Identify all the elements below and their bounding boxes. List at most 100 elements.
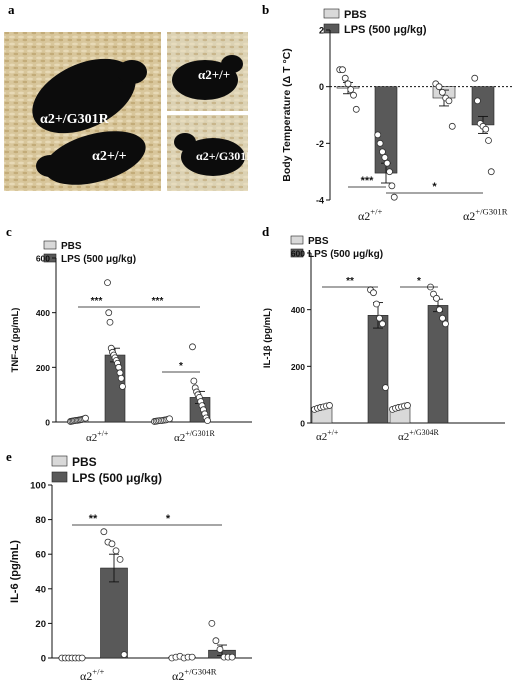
y-tick-label: 20	[35, 619, 46, 630]
legend-label-pbs: PBS	[72, 455, 97, 469]
legend-label-lps: LPS (500 μg/kg)	[72, 471, 162, 485]
data-point	[379, 320, 386, 328]
data-point	[344, 80, 352, 88]
data-point	[116, 369, 124, 377]
panel-a: a α2+/G301R α2+/+ α2+/+ α2+/G301R	[4, 2, 255, 191]
legend-swatch-lps	[290, 248, 304, 258]
chart-tnf-alpha: PBS LPS (500 μg/kg) 0 200 400 600 TNF-α (pg/mL…	[10, 240, 252, 444]
data-point	[485, 137, 492, 144]
data-point	[439, 314, 446, 322]
data-point	[105, 309, 113, 317]
photo-left: α2+/G301R α2+/+	[4, 32, 161, 191]
y-tick-label: -4	[316, 196, 324, 206]
data-point	[436, 306, 443, 314]
y-tick-label: 2	[319, 26, 324, 36]
significance-label: *	[166, 513, 171, 525]
y-tick-label: 600	[36, 254, 50, 264]
panel-label-a: a	[8, 2, 15, 17]
panel-label-e: e	[6, 449, 12, 464]
data-point	[373, 300, 380, 308]
panel-label-b: b	[262, 2, 269, 17]
significance-label: ***	[91, 296, 103, 307]
data-point	[404, 402, 411, 409]
data-point	[487, 168, 495, 176]
genotype-label: α2+/+	[198, 67, 230, 82]
legend-label-pbs: PBS	[308, 236, 329, 247]
bar-lps	[367, 315, 389, 424]
y-tick-label: 100	[30, 481, 46, 492]
data-point	[189, 343, 196, 351]
data-point	[442, 320, 449, 328]
y-tick-label: 400	[36, 308, 50, 318]
data-point	[435, 83, 443, 91]
y-tick-label: 0	[41, 654, 46, 665]
data-point	[82, 414, 89, 422]
group-label: α2+/G301R	[463, 207, 508, 223]
y-tick-label: 200	[291, 362, 305, 372]
y-tick-label: 0	[319, 82, 324, 92]
data-point	[471, 74, 479, 82]
panel-label-c: c	[6, 224, 12, 239]
mouse-head	[36, 155, 64, 177]
data-point	[106, 318, 114, 326]
significance-label: ***	[152, 296, 164, 307]
chart-il-6: PBS LPS (500 μg/kg) 0 20 40 60 80 100 IL-6 (pg/m…	[9, 455, 252, 683]
group-label: α2+/G304R	[172, 667, 217, 683]
data-point	[388, 182, 396, 190]
data-point	[482, 125, 490, 133]
data-point	[119, 383, 126, 390]
group-label: α2+/G301R	[174, 429, 215, 444]
genotype-label: α2+/+	[92, 149, 127, 164]
data-point	[208, 620, 216, 627]
y-tick-label: 400	[291, 305, 305, 315]
photo-right-top: α2+/+	[167, 32, 248, 111]
group-label: α2+/+	[316, 428, 339, 443]
data-point	[228, 653, 236, 661]
data-point	[382, 384, 389, 391]
data-point	[374, 131, 382, 139]
data-point	[448, 122, 456, 130]
data-point	[376, 139, 384, 147]
data-point	[438, 88, 446, 96]
legend-label-lps: LPS (500 μg/kg)	[344, 24, 427, 36]
data-point	[370, 289, 377, 297]
significance-label: *	[179, 361, 183, 372]
data-point	[341, 74, 349, 82]
legend-swatch-pbs	[43, 240, 57, 250]
legend-swatch-pbs	[290, 235, 304, 245]
y-tick-label: 40	[35, 584, 46, 595]
legend-label-pbs: PBS	[344, 9, 367, 21]
data-point	[117, 374, 125, 382]
y-tick-label: 0	[45, 418, 50, 428]
mouse-body	[44, 131, 146, 185]
y-axis-label: Body Temperature (Δ T °C)	[281, 48, 293, 181]
y-axis-label: IL-1β (pg/mL)	[262, 308, 273, 368]
data-point	[445, 97, 453, 105]
mouse-body	[32, 58, 136, 134]
data-point	[112, 547, 120, 555]
data-point	[381, 154, 389, 161]
chart-il-1beta: PBS LPS (500 μg/kg) 0 200 400 600 IL-1β (pg/mL…	[262, 235, 505, 443]
data-point	[78, 654, 86, 662]
data-point	[216, 645, 224, 653]
data-point	[104, 279, 111, 287]
genotype-label: α2+/G301R	[40, 112, 110, 127]
data-point	[188, 653, 196, 661]
legend-label-pbs: PBS	[61, 241, 82, 252]
group-label: α2+/G304R	[398, 428, 439, 443]
data-point	[120, 651, 128, 658]
y-axis-label: IL-6 (pg/mL)	[9, 540, 21, 603]
mouse-head	[174, 133, 196, 151]
data-point	[190, 377, 198, 385]
legend-swatch-pbs	[51, 455, 68, 467]
mouse-head	[221, 55, 243, 73]
y-tick-label: 200	[36, 363, 50, 373]
y-axis-label: TNF-α (pg/mL)	[10, 308, 21, 373]
significance-label: **	[346, 276, 354, 287]
data-point	[350, 91, 357, 99]
group-label: α2+/+	[80, 667, 105, 683]
y-tick-label: -2	[316, 139, 324, 149]
data-point	[212, 637, 220, 645]
data-point	[474, 97, 481, 105]
